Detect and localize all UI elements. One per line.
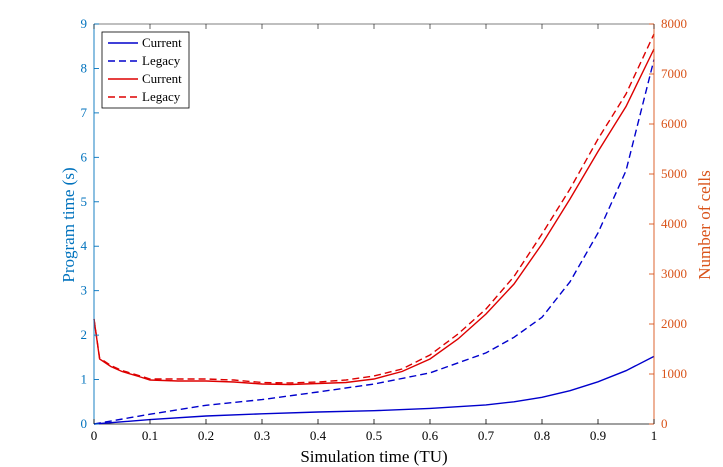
x-axis-label: Simulation time (TU) xyxy=(300,447,447,466)
y-right-tick-label: 3000 xyxy=(661,266,687,281)
y-right-tick-label: 7000 xyxy=(661,66,687,81)
legend-label-2: Current xyxy=(142,71,182,86)
series-line-left-dashed-1 xyxy=(93,59,655,425)
y-axis-left-label: Program time (s) xyxy=(59,167,78,282)
x-tick-label: 0.3 xyxy=(254,428,270,443)
x-tick-label: 0.5 xyxy=(366,428,382,443)
series-line-left-solid-0 xyxy=(93,355,655,425)
legend-label-0: Current xyxy=(142,35,182,50)
series-line-right-solid-2 xyxy=(93,48,655,386)
y-right-tick-label: 4000 xyxy=(661,216,687,231)
y-right-tick-label: 8000 xyxy=(661,16,687,31)
x-tick-label: 0 xyxy=(91,428,98,443)
y-right-tick-label: 1000 xyxy=(661,366,687,381)
x-tick-label: 0.8 xyxy=(534,428,550,443)
legend: Current Legacy Current Legacy xyxy=(101,31,190,109)
right-axis: 0 1000 2000 3000 4000 5000 6000 7000 8000 xyxy=(649,16,687,431)
y-right-tick-label: 5000 xyxy=(661,166,687,181)
y-axis-right-label: Number of cells xyxy=(695,170,714,280)
y-left-tick-label: 6 xyxy=(81,149,88,164)
x-tick-label: 0.7 xyxy=(478,428,495,443)
legend-box xyxy=(101,31,190,109)
y-left-tick-label: 5 xyxy=(81,194,88,209)
y-left-tick-label: 0 xyxy=(81,416,88,431)
y-left-tick-label: 9 xyxy=(81,16,88,31)
y-left-tick-label: 2 xyxy=(81,327,88,342)
left-axis: 0 1 2 3 4 5 6 7 8 9 xyxy=(81,16,99,431)
y-right-tick-label: 0 xyxy=(661,416,668,431)
y-left-tick-label: 7 xyxy=(81,105,88,120)
legend-label-3: Legacy xyxy=(142,89,181,104)
series-line-right-dashed-3 xyxy=(93,33,655,384)
x-tick-label: 1 xyxy=(651,428,658,443)
x-tick-label: 0.2 xyxy=(198,428,214,443)
x-tick-label: 0.4 xyxy=(310,428,327,443)
x-tick-label: 0.6 xyxy=(422,428,439,443)
y-right-tick-label: 2000 xyxy=(661,316,687,331)
x-tick-label: 0.9 xyxy=(590,428,606,443)
legend-label-1: Legacy xyxy=(142,53,181,68)
y-left-tick-label: 8 xyxy=(81,60,88,75)
y-right-tick-label: 6000 xyxy=(661,116,687,131)
x-tick-label: 0.1 xyxy=(142,428,158,443)
y-left-tick-label: 1 xyxy=(81,372,88,387)
y-left-tick-label: 3 xyxy=(81,283,88,298)
y-left-tick-label: 4 xyxy=(81,238,88,253)
series-layer xyxy=(93,33,655,425)
bottom-axis: 0 0.1 0.2 0.3 0.4 0.5 0.6 0.7 0.8 0.9 1 xyxy=(91,24,658,443)
